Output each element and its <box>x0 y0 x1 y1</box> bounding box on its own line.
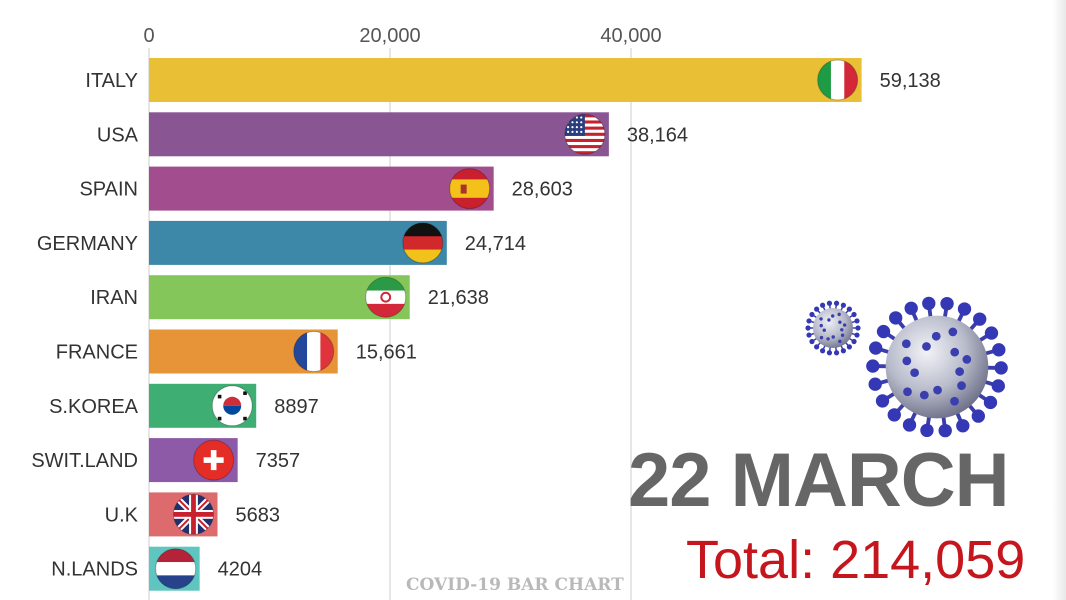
footer-title: COVID-19 BAR CHART <box>406 575 624 595</box>
value-label: 7357 <box>256 450 301 472</box>
value-label: 59,138 <box>880 70 941 92</box>
bar-row: SWIT.LAND 7357 <box>31 438 301 483</box>
france-flag <box>293 331 334 372</box>
x-tick-label: 20,000 <box>359 25 420 47</box>
category-label: GERMANY <box>37 233 138 255</box>
spain-flag <box>449 168 490 209</box>
category-label: ITALY <box>85 70 138 92</box>
category-label: SPAIN <box>79 179 138 201</box>
bar-row: N.LANDS 4204 <box>51 546 263 591</box>
value-label: 38,164 <box>627 124 688 146</box>
netherlands-flag <box>155 548 196 589</box>
bar <box>149 58 862 102</box>
category-label: SWIT.LAND <box>31 450 138 472</box>
coronavirus-icon <box>805 300 861 356</box>
bar <box>149 112 609 157</box>
uk-flag <box>173 494 214 535</box>
italy-flag <box>817 60 858 100</box>
value-label: 15,661 <box>356 342 417 364</box>
switzerland-flag <box>193 440 234 481</box>
total-count: Total: 214,059 <box>686 530 1026 590</box>
value-label: 24,714 <box>465 233 526 255</box>
category-label: S.KOREA <box>49 396 139 418</box>
bar <box>149 220 447 265</box>
bar-row: SPAIN 28,603 <box>79 166 573 211</box>
category-label: FRANCE <box>56 342 138 364</box>
virus-surface <box>819 312 847 344</box>
category-label: N.LANDS <box>51 559 138 581</box>
bar <box>149 166 494 211</box>
x-tick-label: 0 <box>143 25 154 47</box>
category-label: U.K <box>105 504 139 526</box>
virus-surface <box>901 327 972 406</box>
window-edge <box>1052 0 1066 600</box>
bar-row: S.KOREA 8897 <box>49 383 319 428</box>
virus-spikes <box>866 296 1008 438</box>
date-label: 22 MARCH <box>628 438 1010 523</box>
value-label: 21,638 <box>428 287 489 309</box>
category-label: USA <box>97 124 139 146</box>
bar-row: GERMANY 24,714 <box>37 220 526 265</box>
bar-layer: ITALY 59,138 USA 38,164 SPAIN 28,603 GERMANY 24… <box>31 58 941 591</box>
bar-row: FRANCE 15,661 <box>56 329 417 374</box>
bar-row: USA 38,164 <box>97 112 688 157</box>
value-label: 4204 <box>218 559 263 581</box>
south-korea-flag <box>212 385 253 426</box>
coronavirus-icon <box>866 296 1008 438</box>
category-label: IRAN <box>90 287 138 309</box>
x-tick-label: 40,000 <box>600 25 661 47</box>
grid-layer: 0 20,000 40,000 <box>143 25 662 600</box>
value-label: 5683 <box>235 504 280 526</box>
value-label: 8897 <box>274 396 319 418</box>
germany-flag <box>402 222 443 263</box>
value-label: 28,603 <box>512 179 573 201</box>
bar-row: IRAN 21,638 <box>90 275 489 320</box>
bar-row: ITALY 59,138 <box>85 58 941 102</box>
bar-row: U.K 5683 <box>105 492 280 537</box>
iran-flag <box>365 277 406 318</box>
